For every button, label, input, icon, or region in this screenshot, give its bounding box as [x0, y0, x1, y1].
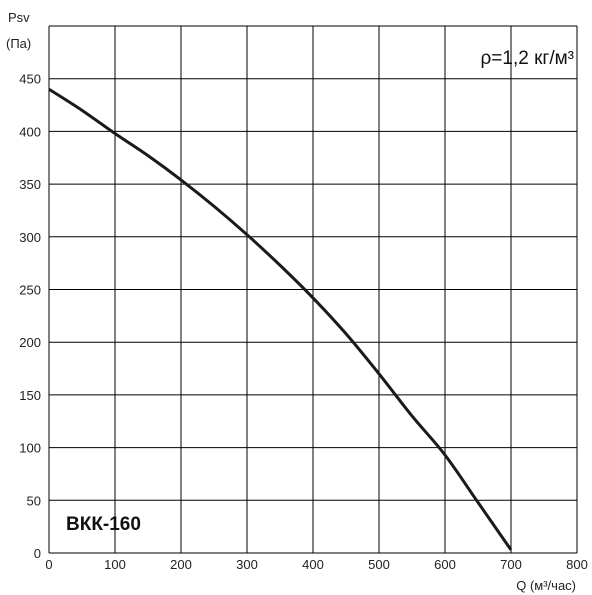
y-tick-label: 250 — [19, 283, 41, 298]
y-tick-label: 300 — [19, 230, 41, 245]
y-tick-label: 50 — [27, 493, 41, 508]
x-tick-label: 400 — [302, 557, 324, 572]
grid — [48, 25, 578, 554]
y-tick-label: 100 — [19, 441, 41, 456]
y-tick-label: 200 — [19, 335, 41, 350]
x-tick-label: 800 — [566, 557, 588, 572]
y-tick-label: 400 — [19, 124, 41, 139]
x-tick-label: 300 — [236, 557, 258, 572]
x-tick-label: 500 — [368, 557, 390, 572]
density-annotation: ρ=1,2 кг/м³ — [480, 48, 574, 69]
y-axis-label-line2: (Па) — [6, 36, 31, 51]
x-tick-label: 600 — [434, 557, 456, 572]
x-tick-label: 200 — [170, 557, 192, 572]
x-tick-label: 700 — [500, 557, 522, 572]
model-label: ВКК-160 — [66, 514, 141, 535]
x-axis-label: Q (м³/час) — [516, 578, 576, 593]
y-axis-label-line1: Psv — [8, 10, 30, 25]
y-tick-label: 150 — [19, 388, 41, 403]
y-tick-label: 450 — [19, 72, 41, 87]
x-tick-label: 0 — [45, 557, 52, 572]
pressure-curve — [48, 87, 513, 551]
x-axis-ticks: 0 100 200 300 400 500 600 700 800 — [45, 557, 587, 572]
y-tick-label: 0 — [34, 546, 41, 561]
y-axis-ticks: 0 50 100 150 200 250 300 350 400 450 — [19, 72, 41, 561]
x-tick-label: 100 — [104, 557, 126, 572]
y-tick-label: 350 — [19, 177, 41, 192]
